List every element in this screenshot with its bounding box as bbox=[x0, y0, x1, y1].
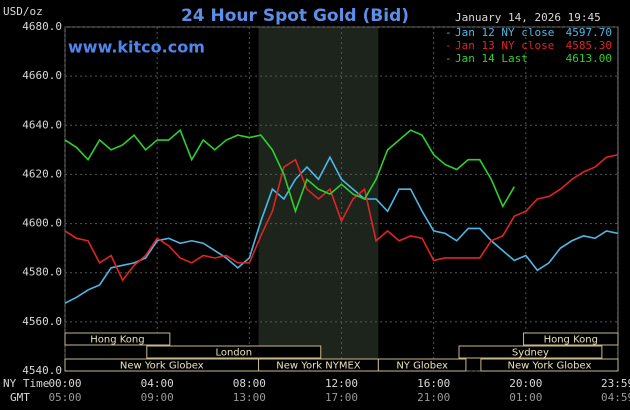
x-tick-label: 20:00 bbox=[509, 377, 542, 390]
y-tick-label: 4600.0 bbox=[22, 217, 62, 230]
legend-value: 4613.00 bbox=[566, 52, 612, 65]
session-bar bbox=[146, 345, 322, 359]
chart-title: 24 Hour Spot Gold (Bid) bbox=[181, 6, 409, 26]
series-line bbox=[64, 155, 619, 304]
series-line bbox=[64, 128, 516, 214]
y-axis-label: USD/oz bbox=[3, 5, 43, 18]
session-bar bbox=[480, 358, 619, 372]
x2-tick-label: 01:00 bbox=[509, 391, 542, 404]
y-tick-label: 4660.0 bbox=[22, 69, 62, 82]
annotation: www.kitco.com bbox=[68, 38, 205, 57]
session-label: Sydney bbox=[512, 348, 549, 359]
legend-marker: - bbox=[445, 39, 452, 52]
legend-marker: - bbox=[445, 52, 452, 65]
x2-tick-label: 21:00 bbox=[417, 391, 450, 404]
legend-value: 4585.30 bbox=[566, 39, 612, 52]
y-tick-label: 4540.0 bbox=[22, 364, 62, 377]
session-label: New York NYMEX bbox=[276, 361, 361, 372]
session-label: NY Globex bbox=[396, 361, 448, 372]
x2-tick-label: 09:00 bbox=[141, 391, 174, 404]
series-line bbox=[64, 153, 619, 282]
x-tick-label: 16:00 bbox=[417, 377, 450, 390]
x2-axis-label: GMT bbox=[10, 391, 30, 404]
x-tick-label: 04:00 bbox=[141, 377, 174, 390]
legend-marker: - bbox=[445, 26, 452, 39]
y-tick-label: 4680.0 bbox=[22, 20, 62, 33]
x2-tick-label: 05:00 bbox=[48, 391, 81, 404]
y-tick-label: 4640.0 bbox=[22, 118, 62, 131]
y-tick-label: 4620.0 bbox=[22, 167, 62, 180]
session-label: New York Globex bbox=[508, 361, 592, 372]
session-label: Hong Kong bbox=[544, 335, 598, 346]
x-tick-label: 12:00 bbox=[325, 377, 358, 390]
y-tick-label: 4560.0 bbox=[22, 315, 62, 328]
session-bar bbox=[523, 332, 619, 346]
session-bar bbox=[64, 332, 171, 346]
x2-tick-label: 17:00 bbox=[325, 391, 358, 404]
y-tick-label: 4580.0 bbox=[22, 266, 62, 279]
session-label: New York Globex bbox=[120, 361, 204, 372]
session-bar bbox=[377, 358, 467, 372]
session-bar bbox=[458, 345, 603, 359]
x-axis-label: NY Time bbox=[3, 377, 49, 390]
legend-value: 4597.70 bbox=[566, 26, 612, 39]
x-tick-label: 23:59 bbox=[601, 377, 630, 390]
legend-label: Jan 12 NY close bbox=[455, 26, 554, 39]
x2-tick-label: 04:59 bbox=[601, 391, 630, 404]
session-label: Hong Kong bbox=[90, 335, 144, 346]
legend-label: Jan 13 NY close bbox=[455, 39, 554, 52]
x-tick-label: 08:00 bbox=[233, 377, 266, 390]
x2-tick-label: 13:00 bbox=[233, 391, 266, 404]
x-tick-label: 00:00 bbox=[48, 377, 81, 390]
timestamp: January 14, 2026 19:45 bbox=[455, 11, 601, 24]
legend-label: Jan 14 Last bbox=[455, 52, 528, 65]
session-label: London bbox=[215, 348, 252, 359]
